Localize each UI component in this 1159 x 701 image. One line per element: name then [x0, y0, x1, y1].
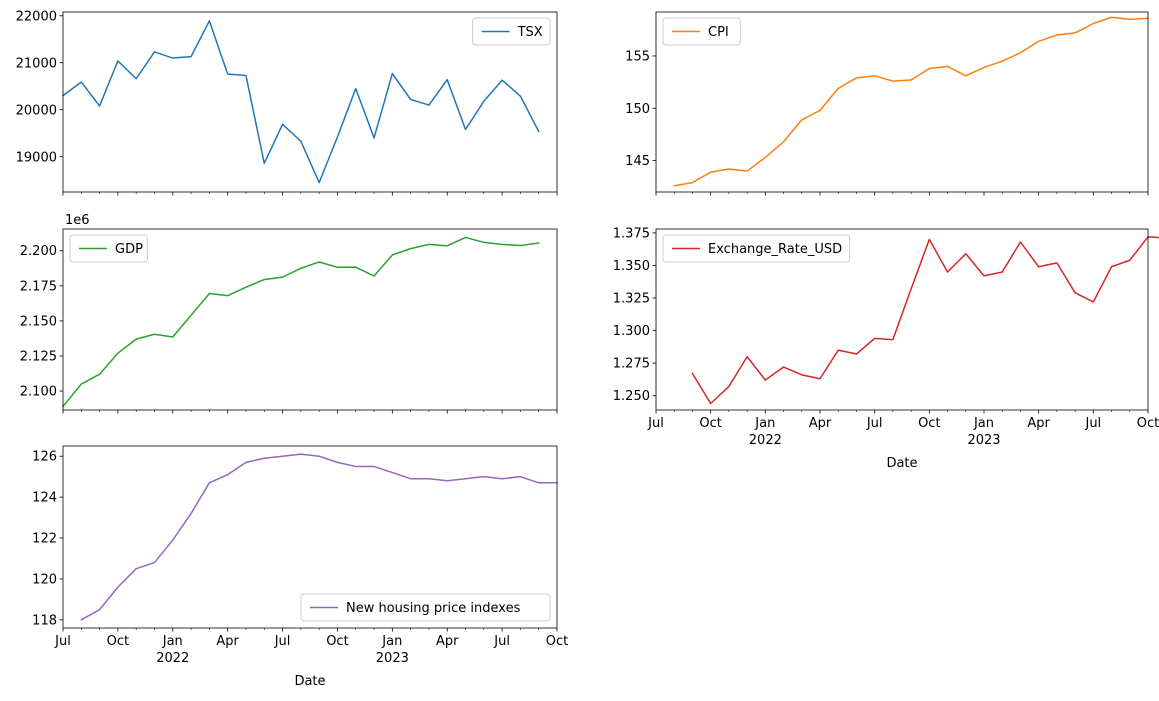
x-tick-label: Jul: [866, 416, 883, 431]
legend: Exchange_Rate_USD: [662, 234, 851, 263]
legend-label: CPI: [708, 25, 729, 40]
y-tick-label: 1.250: [613, 389, 650, 404]
legend-box: [662, 17, 741, 46]
y-tick-label: 126: [32, 450, 57, 465]
x-tick-label: Jul: [493, 634, 510, 649]
x-tick-label: Apr: [216, 634, 239, 649]
x-tick-label: Oct: [699, 416, 721, 431]
x-tick-label: Apr: [809, 416, 832, 431]
legend: CPI: [662, 17, 741, 46]
series-line-new-housing-price-indexes: [80, 453, 558, 621]
x-tick-label: Apr: [436, 634, 459, 649]
y-tick-label: 1.325: [613, 292, 650, 307]
x-tick-label: Jan 2023: [376, 634, 409, 666]
x-tick-label: Jul: [1084, 416, 1101, 431]
x-tick-label: Oct: [326, 634, 348, 649]
x-tick-label: Oct: [1137, 416, 1159, 431]
legend-box: [472, 17, 551, 46]
axes-frame: [62, 11, 558, 193]
y-tick-label: 2.100: [20, 385, 57, 400]
axes-frame: [62, 228, 558, 411]
legend-box: [662, 234, 851, 263]
x-tick-label: Oct: [107, 634, 129, 649]
y-tick-label: 1.375: [613, 226, 650, 241]
legend-label: GDP: [115, 242, 143, 257]
y-tick-label: 2.175: [20, 279, 57, 294]
chart-panel-2: 145 150 155 CPI: [625, 11, 1149, 196]
series-line-exchange-rate-usd: [691, 236, 1159, 405]
y-tick-label: 20000: [16, 103, 57, 118]
legend: GDP: [69, 234, 148, 263]
x-axis-label: Date: [886, 456, 917, 471]
axes-frame: [62, 445, 558, 629]
x-tick-label: Oct: [546, 634, 568, 649]
legend-label: Exchange_Rate_USD: [708, 242, 842, 257]
x-tick-label: Jul: [647, 416, 664, 431]
series-line-tsx: [61, 20, 540, 184]
y-tick-label: 120: [32, 572, 57, 587]
x-tick-label: Jul: [54, 634, 71, 649]
y-tick-label: 145: [625, 154, 650, 169]
series-line-cpi: [673, 16, 1149, 187]
chart-panel-5: 118 120 122 124 126 Jul Oct Jan 2022 Apr Jul Oct Jan…: [32, 445, 568, 689]
x-tick-label: Jan 2022: [156, 634, 189, 666]
chart-panel-3: 2.100 2.125 2.150 2.175 2.200 1e6 GDP: [20, 213, 558, 414]
x-axis-label: Date: [294, 674, 325, 689]
y-tick-label: 150: [625, 102, 650, 117]
axes-frame: [655, 11, 1149, 193]
x-tick-label: Jan 2023: [967, 416, 1000, 448]
y-tick-label: 1.300: [613, 324, 650, 339]
y-tick-label: 21000: [16, 56, 57, 71]
x-tick-label: Oct: [918, 416, 940, 431]
y-tick-label: 122: [32, 532, 57, 547]
legend-box: [69, 234, 148, 263]
axis-offset-label: 1e6: [65, 213, 90, 228]
legend-box: [300, 593, 551, 622]
legend-label: New housing price indexes: [346, 601, 521, 616]
y-tick-label: 124: [32, 491, 57, 506]
axes-frame: [655, 228, 1149, 411]
y-tick-label: 118: [32, 613, 57, 628]
x-tick-label: Apr: [1027, 416, 1050, 431]
x-tick-label: Jan 2022: [749, 416, 782, 448]
legend: New housing price indexes: [300, 593, 551, 622]
legend-label: TSX: [517, 25, 543, 40]
y-tick-label: 155: [625, 49, 650, 64]
y-tick-label: 2.150: [20, 314, 57, 329]
x-tick-label: Jul: [274, 634, 291, 649]
y-tick-label: 2.125: [20, 349, 57, 364]
y-tick-label: 2.200: [20, 244, 57, 259]
y-tick-label: 1.350: [613, 259, 650, 274]
y-tick-label: 22000: [16, 9, 57, 24]
y-tick-label: 1.275: [613, 357, 650, 372]
chart-panel-1: 19000 20000 21000 22000 TSX: [16, 9, 558, 196]
legend: TSX: [472, 17, 551, 46]
y-tick-label: 19000: [16, 150, 57, 165]
chart-panel-4: 1.250 1.275 1.300 1.325 1.350 1.375 Jul Oct Jan 2…: [613, 226, 1159, 471]
series-line-gdp: [61, 236, 540, 408]
